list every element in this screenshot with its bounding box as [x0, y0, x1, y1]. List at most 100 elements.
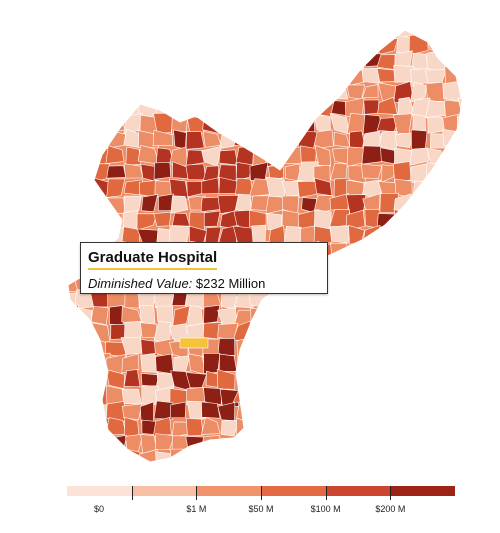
- census-tract[interactable]: [443, 388, 462, 404]
- census-tract[interactable]: [233, 128, 252, 148]
- census-tract[interactable]: [315, 69, 333, 83]
- census-tract[interactable]: [457, 322, 478, 343]
- census-tract[interactable]: [203, 304, 220, 324]
- census-tract[interactable]: [394, 400, 414, 422]
- census-tract[interactable]: [345, 49, 365, 71]
- census-tract[interactable]: [88, 194, 110, 214]
- census-tract[interactable]: [155, 465, 171, 484]
- census-tract[interactable]: [74, 67, 94, 85]
- census-tract[interactable]: [249, 49, 271, 71]
- census-tract[interactable]: [280, 418, 302, 437]
- census-tract[interactable]: [378, 337, 399, 359]
- census-tract[interactable]: [282, 337, 303, 358]
- census-tract[interactable]: [125, 146, 142, 166]
- census-tract[interactable]: [249, 433, 268, 451]
- census-tract[interactable]: [463, 180, 478, 196]
- census-tract[interactable]: [394, 356, 413, 372]
- census-tract[interactable]: [424, 450, 445, 469]
- census-tract[interactable]: [394, 368, 414, 389]
- census-tract[interactable]: [253, 450, 270, 469]
- census-tract[interactable]: [378, 308, 398, 327]
- census-tract[interactable]: [218, 466, 236, 486]
- census-tract[interactable]: [216, 65, 238, 84]
- census-tract[interactable]: [346, 369, 367, 391]
- census-tract[interactable]: [442, 193, 462, 215]
- census-tract[interactable]: [345, 291, 365, 311]
- census-tract[interactable]: [60, 65, 78, 85]
- census-tract[interactable]: [266, 340, 285, 355]
- census-tract[interactable]: [280, 385, 299, 403]
- census-tract[interactable]: [76, 307, 93, 327]
- census-tract[interactable]: [72, 145, 95, 167]
- census-tract[interactable]: [281, 401, 303, 423]
- census-tract[interactable]: [442, 370, 459, 389]
- census-tract[interactable]: [425, 323, 448, 339]
- census-tract[interactable]: [361, 259, 380, 278]
- census-tract[interactable]: [140, 352, 159, 373]
- census-tract[interactable]: [381, 419, 400, 438]
- census-tract[interactable]: [203, 49, 221, 70]
- census-tract[interactable]: [392, 323, 415, 339]
- census-tract[interactable]: [187, 305, 204, 327]
- census-tract[interactable]: [297, 465, 315, 487]
- census-tract[interactable]: [460, 82, 479, 100]
- census-tract[interactable]: [457, 273, 478, 294]
- census-tract[interactable]: [457, 292, 476, 311]
- census-tract[interactable]: [360, 163, 383, 179]
- census-tract[interactable]: [216, 368, 236, 390]
- census-tract[interactable]: [392, 291, 413, 311]
- census-tract[interactable]: [395, 305, 412, 324]
- census-tract[interactable]: [378, 434, 395, 453]
- census-tract[interactable]: [332, 309, 349, 328]
- census-tract[interactable]: [138, 84, 158, 101]
- census-tract[interactable]: [218, 149, 239, 166]
- census-tract[interactable]: [377, 289, 397, 307]
- census-tract[interactable]: [74, 113, 94, 134]
- census-tract[interactable]: [91, 96, 108, 116]
- census-tract[interactable]: [200, 435, 223, 454]
- census-tract[interactable]: [88, 450, 111, 470]
- census-tract[interactable]: [445, 467, 460, 487]
- census-tract[interactable]: [59, 245, 78, 259]
- census-tract[interactable]: [427, 18, 447, 39]
- census-tract[interactable]: [59, 211, 76, 229]
- census-tract[interactable]: [74, 323, 94, 342]
- census-tract[interactable]: [429, 212, 446, 229]
- census-tract[interactable]: [76, 387, 96, 402]
- census-tract[interactable]: [249, 371, 271, 389]
- census-tract[interactable]: [233, 98, 253, 119]
- census-tract[interactable]: [74, 82, 91, 103]
- census-tract[interactable]: [281, 451, 299, 468]
- census-tract[interactable]: [394, 336, 415, 358]
- census-tract[interactable]: [250, 129, 269, 150]
- census-tract[interactable]: [58, 226, 77, 247]
- census-tract[interactable]: [281, 371, 304, 390]
- census-tract[interactable]: [346, 466, 361, 487]
- census-tract[interactable]: [425, 371, 447, 387]
- census-tract[interactable]: [315, 451, 334, 471]
- census-tract[interactable]: [329, 64, 350, 87]
- census-tract[interactable]: [203, 83, 222, 103]
- census-tract[interactable]: [282, 113, 302, 136]
- census-tract[interactable]: [456, 49, 474, 71]
- census-tract[interactable]: [233, 18, 255, 38]
- census-tract[interactable]: [236, 84, 251, 103]
- census-tract[interactable]: [376, 322, 398, 340]
- census-tract[interactable]: [153, 81, 175, 102]
- census-tract[interactable]: [298, 306, 318, 326]
- census-tract[interactable]: [74, 354, 91, 372]
- census-tract[interactable]: [349, 337, 367, 359]
- census-tract[interactable]: [376, 213, 400, 229]
- census-tract[interactable]: [200, 18, 220, 38]
- census-tract[interactable]: [280, 64, 300, 87]
- census-tract[interactable]: [429, 466, 447, 487]
- census-tract[interactable]: [362, 304, 383, 328]
- census-tract[interactable]: [394, 50, 413, 70]
- census-tract[interactable]: [313, 419, 331, 436]
- census-tract[interactable]: [59, 257, 78, 279]
- census-tract[interactable]: [203, 387, 223, 405]
- census-tract[interactable]: [282, 321, 302, 344]
- census-tract[interactable]: [74, 450, 93, 469]
- census-tract[interactable]: [313, 129, 334, 150]
- census-tract[interactable]: [236, 53, 254, 72]
